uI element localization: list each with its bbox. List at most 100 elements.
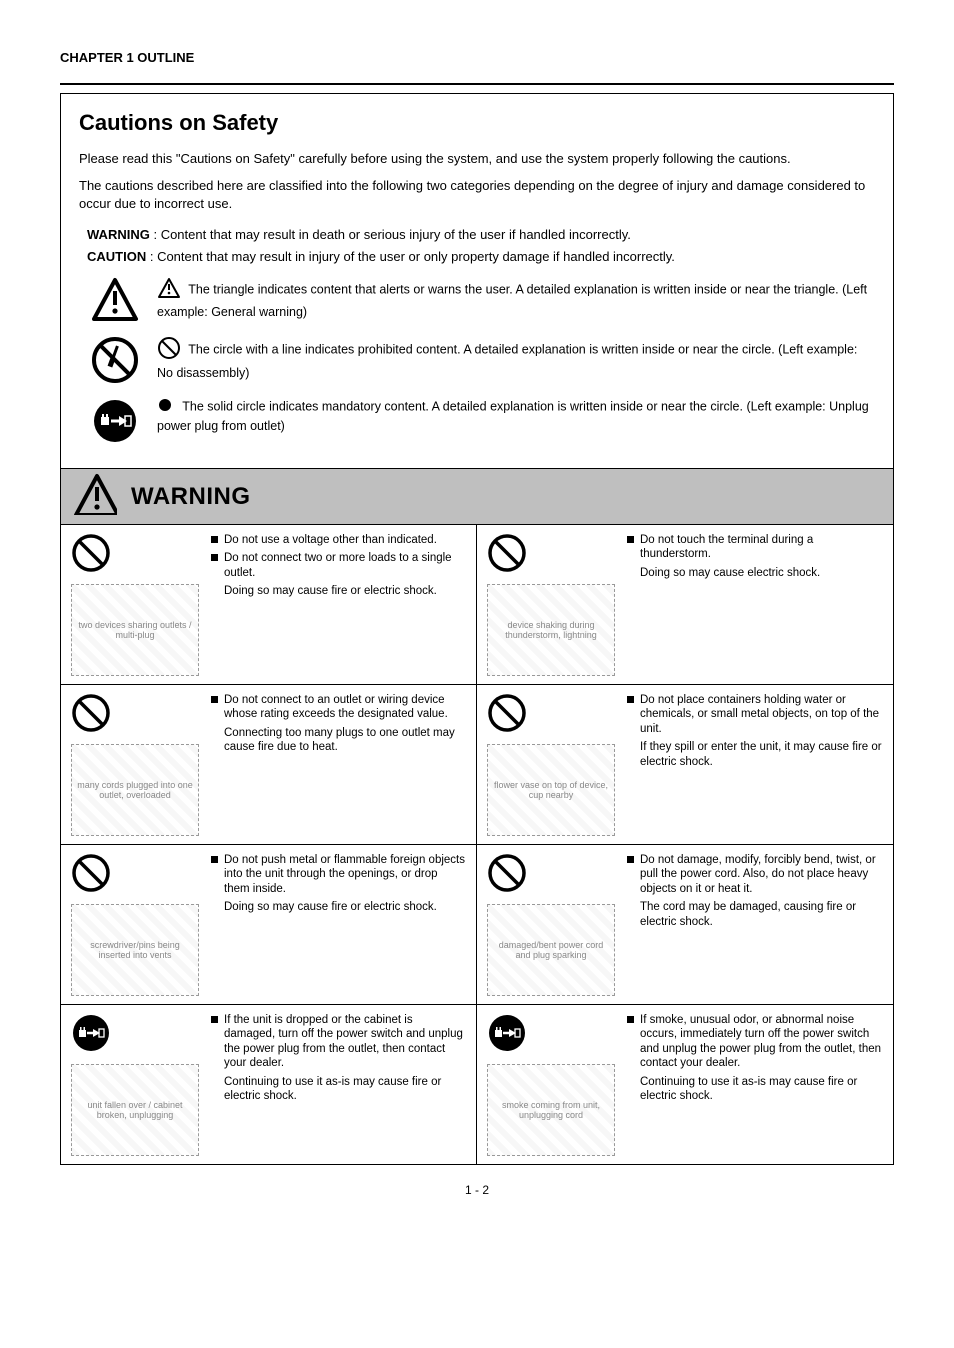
badge-row-prohibit: The circle with a line indicates prohibi… bbox=[79, 332, 875, 393]
cell-tail-text: Doing so may cause electric shock. bbox=[640, 566, 883, 580]
no-disassembly-icon bbox=[91, 336, 139, 389]
cell-illustration: damaged/bent power cord and plug sparkin… bbox=[487, 904, 615, 996]
intro-level-warning: WARNING : Content that may result in dea… bbox=[87, 226, 875, 244]
unplug-icon bbox=[91, 397, 139, 450]
warning-cell: flower vase on top of device, cup nearby… bbox=[477, 685, 893, 845]
prohibit-icon bbox=[487, 693, 527, 738]
cell-bullet: Do not touch the terminal during a thund… bbox=[627, 533, 883, 562]
intro-lead: Please read this "Cautions on Safety" ca… bbox=[79, 150, 875, 168]
badge-text-cell: The solid circle indicates mandatory con… bbox=[151, 393, 875, 454]
square-bullet-icon bbox=[627, 856, 634, 863]
cell-illustration: flower vase on top of device, cup nearby bbox=[487, 744, 615, 836]
cell-illustration: smoke coming from unit, unplugging cord bbox=[487, 1064, 615, 1156]
cell-bullet-text: Do not connect to an outlet or wiring de… bbox=[224, 693, 466, 722]
prohibit-icon bbox=[71, 693, 111, 738]
solid-circle-small-icon bbox=[157, 397, 173, 418]
cell-bullet: Do not connect to an outlet or wiring de… bbox=[211, 693, 466, 722]
cell-bullet-text: Do not damage, modify, forcibly bend, tw… bbox=[640, 853, 883, 896]
warning-cell: device shaking during thunderstorm, ligh… bbox=[477, 525, 893, 685]
cell-bullet-text: If smoke, unusual odor, or abnormal nois… bbox=[640, 1013, 883, 1071]
cell-bullet-text: Do not push metal or flammable foreign o… bbox=[224, 853, 466, 896]
cell-bullet-text: Do not place containers holding water or… bbox=[640, 693, 883, 736]
cell-icon-col: flower vase on top of device, cup nearby bbox=[487, 693, 617, 836]
cell-icon-col: screwdriver/pins being inserted into ven… bbox=[71, 853, 201, 996]
cell-text: If smoke, unusual odor, or abnormal nois… bbox=[627, 1013, 883, 1156]
cell-tail-text: Continuing to use it as-is may cause fir… bbox=[640, 1075, 883, 1104]
intro-sub: The cautions described here are classifi… bbox=[79, 177, 875, 212]
badge-row-warning: The triangle indicates content that aler… bbox=[79, 273, 875, 332]
cell-text: Do not push metal or flammable foreign o… bbox=[211, 853, 466, 996]
square-bullet-icon bbox=[211, 554, 218, 561]
main-box: Cautions on Safety Please read this "Cau… bbox=[60, 93, 894, 1165]
warning-cell: screwdriver/pins being inserted into ven… bbox=[61, 845, 477, 1005]
warning-triangle-icon bbox=[73, 473, 117, 520]
cell-tail-text: If they spill or enter the unit, it may … bbox=[640, 740, 883, 769]
chapter-line: CHAPTER 1 OUTLINE bbox=[60, 50, 894, 65]
cell-icon-col: many cords plugged into one outlet, over… bbox=[71, 693, 201, 836]
warning-cell: unit fallen over / cabinet broken, unplu… bbox=[61, 1005, 477, 1164]
cell-icon-col: smoke coming from unit, unplugging cord bbox=[487, 1013, 617, 1156]
prohibit-icon bbox=[487, 853, 527, 898]
square-bullet-icon bbox=[211, 696, 218, 703]
cell-tail-text: Doing so may cause fire or electric shoc… bbox=[224, 900, 466, 914]
cell-tail-text: Doing so may cause fire or electric shoc… bbox=[224, 584, 466, 598]
warning-cell: damaged/bent power cord and plug sparkin… bbox=[477, 845, 893, 1005]
prohibit-small-icon bbox=[157, 336, 181, 365]
intro-levels: WARNING : Content that may result in dea… bbox=[87, 226, 875, 265]
badge-table: The triangle indicates content that aler… bbox=[79, 273, 875, 454]
cell-bullet-text: Do not connect two or more loads to a si… bbox=[224, 551, 466, 580]
warning-triangle-icon bbox=[91, 277, 139, 328]
warning-bar: WARNING bbox=[61, 468, 893, 525]
square-bullet-icon bbox=[627, 536, 634, 543]
cell-icon-col: damaged/bent power cord and plug sparkin… bbox=[487, 853, 617, 996]
cell-illustration: device shaking during thunderstorm, ligh… bbox=[487, 584, 615, 676]
cell-tail-text: Connecting too many plugs to one outlet … bbox=[224, 726, 466, 755]
cell-text: Do not touch the terminal during a thund… bbox=[627, 533, 883, 676]
page-number: 1 - 2 bbox=[60, 1183, 894, 1197]
intro-title: Cautions on Safety bbox=[79, 108, 875, 138]
square-bullet-icon bbox=[211, 1016, 218, 1023]
warning-cell: many cords plugged into one outlet, over… bbox=[61, 685, 477, 845]
cell-icon-col: two devices sharing outlets / multi-plug bbox=[71, 533, 201, 676]
cell-illustration: unit fallen over / cabinet broken, unplu… bbox=[71, 1064, 199, 1156]
badge-row-mandatory: The solid circle indicates mandatory con… bbox=[79, 393, 875, 454]
cell-bullet: Do not connect two or more loads to a si… bbox=[211, 551, 466, 580]
cell-bullet-text: If the unit is dropped or the cabinet is… bbox=[224, 1013, 466, 1071]
cell-bullet: Do not use a voltage other than indicate… bbox=[211, 533, 466, 547]
unplug-icon bbox=[487, 1013, 527, 1058]
cell-bullet: If smoke, unusual odor, or abnormal nois… bbox=[627, 1013, 883, 1071]
cell-illustration: many cords plugged into one outlet, over… bbox=[71, 744, 199, 836]
badge-text: The circle with a line indicates prohibi… bbox=[157, 343, 857, 380]
badge-text-cell: The triangle indicates content that aler… bbox=[151, 273, 875, 332]
cell-tail-text: The cord may be damaged, causing fire or… bbox=[640, 900, 883, 929]
square-bullet-icon bbox=[211, 536, 218, 543]
badge-icon-cell bbox=[79, 332, 151, 393]
prohibit-icon bbox=[71, 533, 111, 578]
warning-cell: smoke coming from unit, unplugging cord I… bbox=[477, 1005, 893, 1164]
prohibit-icon bbox=[71, 853, 111, 898]
header-rule bbox=[60, 83, 894, 85]
warning-cell: two devices sharing outlets / multi-plug… bbox=[61, 525, 477, 685]
cell-text: Do not damage, modify, forcibly bend, tw… bbox=[627, 853, 883, 996]
cell-bullet: Do not damage, modify, forcibly bend, tw… bbox=[627, 853, 883, 896]
badge-text: The solid circle indicates mandatory con… bbox=[157, 400, 869, 433]
badge-text-cell: The circle with a line indicates prohibi… bbox=[151, 332, 875, 393]
chapter-left: CHAPTER 1 OUTLINE bbox=[60, 50, 194, 65]
page: CHAPTER 1 OUTLINE Cautions on Safety Ple… bbox=[0, 0, 954, 1237]
square-bullet-icon bbox=[627, 696, 634, 703]
cell-illustration: screwdriver/pins being inserted into ven… bbox=[71, 904, 199, 996]
square-bullet-icon bbox=[627, 1016, 634, 1023]
cell-icon-col: unit fallen over / cabinet broken, unplu… bbox=[71, 1013, 201, 1156]
cell-bullet-text: Do not use a voltage other than indicate… bbox=[224, 533, 437, 547]
badge-icon-cell bbox=[79, 393, 151, 454]
cell-icon-col: device shaking during thunderstorm, ligh… bbox=[487, 533, 617, 676]
cell-text: Do not connect to an outlet or wiring de… bbox=[211, 693, 466, 836]
cell-text: Do not place containers holding water or… bbox=[627, 693, 883, 836]
prohibit-icon bbox=[487, 533, 527, 578]
warning-triangle-small-icon bbox=[157, 277, 181, 304]
unplug-icon bbox=[71, 1013, 111, 1058]
square-bullet-icon bbox=[211, 856, 218, 863]
cell-bullet: Do not push metal or flammable foreign o… bbox=[211, 853, 466, 896]
cell-bullet: If the unit is dropped or the cabinet is… bbox=[211, 1013, 466, 1071]
badge-text: The triangle indicates content that aler… bbox=[157, 283, 867, 319]
